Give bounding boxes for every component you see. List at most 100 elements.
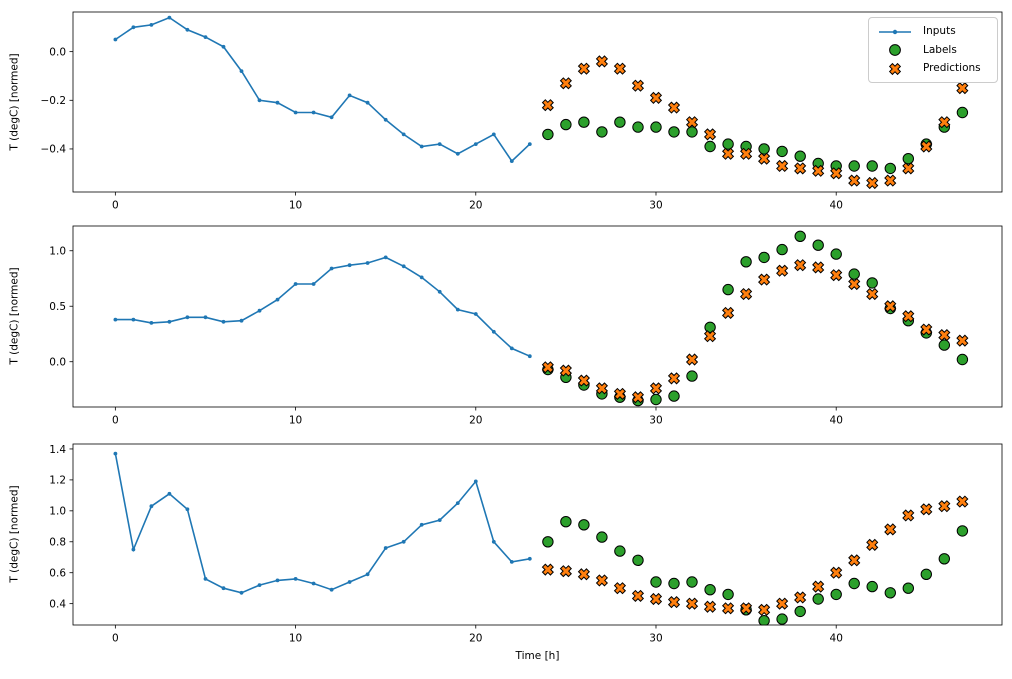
x-tick-label: 30	[649, 415, 662, 427]
predictions-point	[884, 523, 897, 536]
labels-point	[632, 554, 644, 566]
predictions-point	[649, 382, 663, 395]
labels-point	[650, 393, 662, 406]
predictions-point	[812, 164, 825, 177]
labels-point	[776, 145, 788, 158]
y-tick-label: 0.4	[49, 598, 66, 610]
labels-point	[614, 116, 626, 128]
inputs-point	[347, 263, 352, 268]
inputs-point	[203, 577, 208, 581]
inputs-point	[131, 25, 136, 30]
predictions-point	[758, 152, 771, 165]
legend-item-inputs: Inputs	[877, 25, 989, 39]
predictions-point	[649, 91, 663, 104]
inputs-point	[455, 307, 460, 312]
predictions-point	[794, 591, 807, 604]
inputs-point	[275, 100, 280, 105]
inputs-point	[293, 282, 298, 286]
inputs-point	[365, 261, 370, 265]
labels-point	[542, 536, 554, 548]
inputs-point	[437, 518, 442, 522]
labels-point	[668, 390, 680, 402]
inputs-point	[113, 317, 118, 322]
x-tick-label: 20	[469, 633, 482, 645]
predictions-point	[938, 500, 951, 513]
y-axis-label-text: T (degC) [normed]	[9, 53, 22, 151]
labels-point	[884, 162, 896, 175]
inputs-point	[257, 308, 262, 313]
x-axis-label: Time [h]	[515, 650, 560, 662]
subplot-3: 0 10 20 30 40 1.4 1.2 1.0 0.8 0.6 0.4	[49, 443, 1003, 645]
predictions-point	[884, 300, 897, 313]
inputs-point	[401, 132, 406, 137]
x-tick-label: 30	[649, 200, 662, 212]
predictions-point	[577, 62, 590, 75]
inputs-point	[185, 507, 190, 512]
inputs-point	[329, 115, 334, 120]
inputs-point	[473, 312, 478, 316]
inputs-point	[509, 346, 514, 351]
predictions-point	[721, 147, 735, 160]
inputs-point	[221, 44, 226, 49]
axes-border	[72, 11, 1003, 193]
inputs-point	[509, 159, 514, 164]
labels-point	[884, 587, 896, 599]
predictions-point	[812, 580, 825, 593]
labels-point	[668, 577, 680, 590]
labels-point	[938, 553, 950, 565]
inputs-point	[401, 264, 406, 269]
inputs-point	[131, 317, 136, 322]
axes-border	[72, 225, 1003, 408]
predictions-point	[613, 62, 627, 75]
inputs-point	[437, 289, 442, 294]
inputs-point	[311, 110, 316, 115]
predictions-point	[631, 391, 645, 404]
labels-point	[938, 339, 950, 351]
predictions-point	[667, 101, 681, 114]
legend-item-labels: Labels	[877, 43, 989, 57]
labels-point	[812, 239, 824, 251]
inputs-point	[311, 282, 316, 286]
labels-point	[704, 140, 716, 153]
predictions-point	[938, 116, 951, 129]
predictions-point	[794, 162, 807, 175]
inputs-point	[347, 93, 352, 98]
predictions-point	[577, 568, 590, 581]
labels-point	[848, 160, 860, 172]
inputs-point	[293, 577, 298, 581]
predictions-point	[884, 174, 897, 187]
inputs-point	[527, 556, 532, 561]
predictions-point	[685, 353, 699, 366]
labels-point	[596, 126, 608, 138]
labels-point	[866, 160, 878, 172]
labels-point	[686, 126, 698, 138]
predictions-point	[776, 597, 789, 610]
labels-point	[704, 321, 716, 333]
inputs-point	[419, 522, 424, 527]
predictions-point	[938, 329, 951, 342]
predictions-point	[685, 597, 699, 610]
predictions-point	[721, 306, 735, 319]
inputs-point	[473, 142, 478, 147]
predictions-point	[866, 176, 879, 190]
inputs-point	[455, 501, 460, 505]
predictions-point	[703, 128, 717, 141]
labels-point	[794, 230, 806, 243]
inputs-point	[383, 546, 388, 550]
inputs-point	[509, 560, 514, 564]
labels-point	[722, 588, 734, 601]
predictions-point	[559, 77, 572, 90]
y-tick-label: 1.4	[49, 444, 66, 456]
labels-point	[578, 116, 590, 128]
inputs-point	[257, 98, 262, 103]
inputs-point	[311, 581, 316, 586]
inputs-point	[149, 23, 154, 27]
predictions-point	[920, 140, 933, 153]
predictions-point	[848, 554, 861, 567]
y-tick-label: 1.2	[49, 475, 66, 487]
inputs-point	[329, 587, 334, 592]
y-axis-label-text: T (degC) [normed]	[9, 267, 22, 365]
labels-circle-icon	[889, 44, 901, 56]
predictions-point	[740, 602, 753, 615]
inputs-point	[239, 590, 244, 595]
